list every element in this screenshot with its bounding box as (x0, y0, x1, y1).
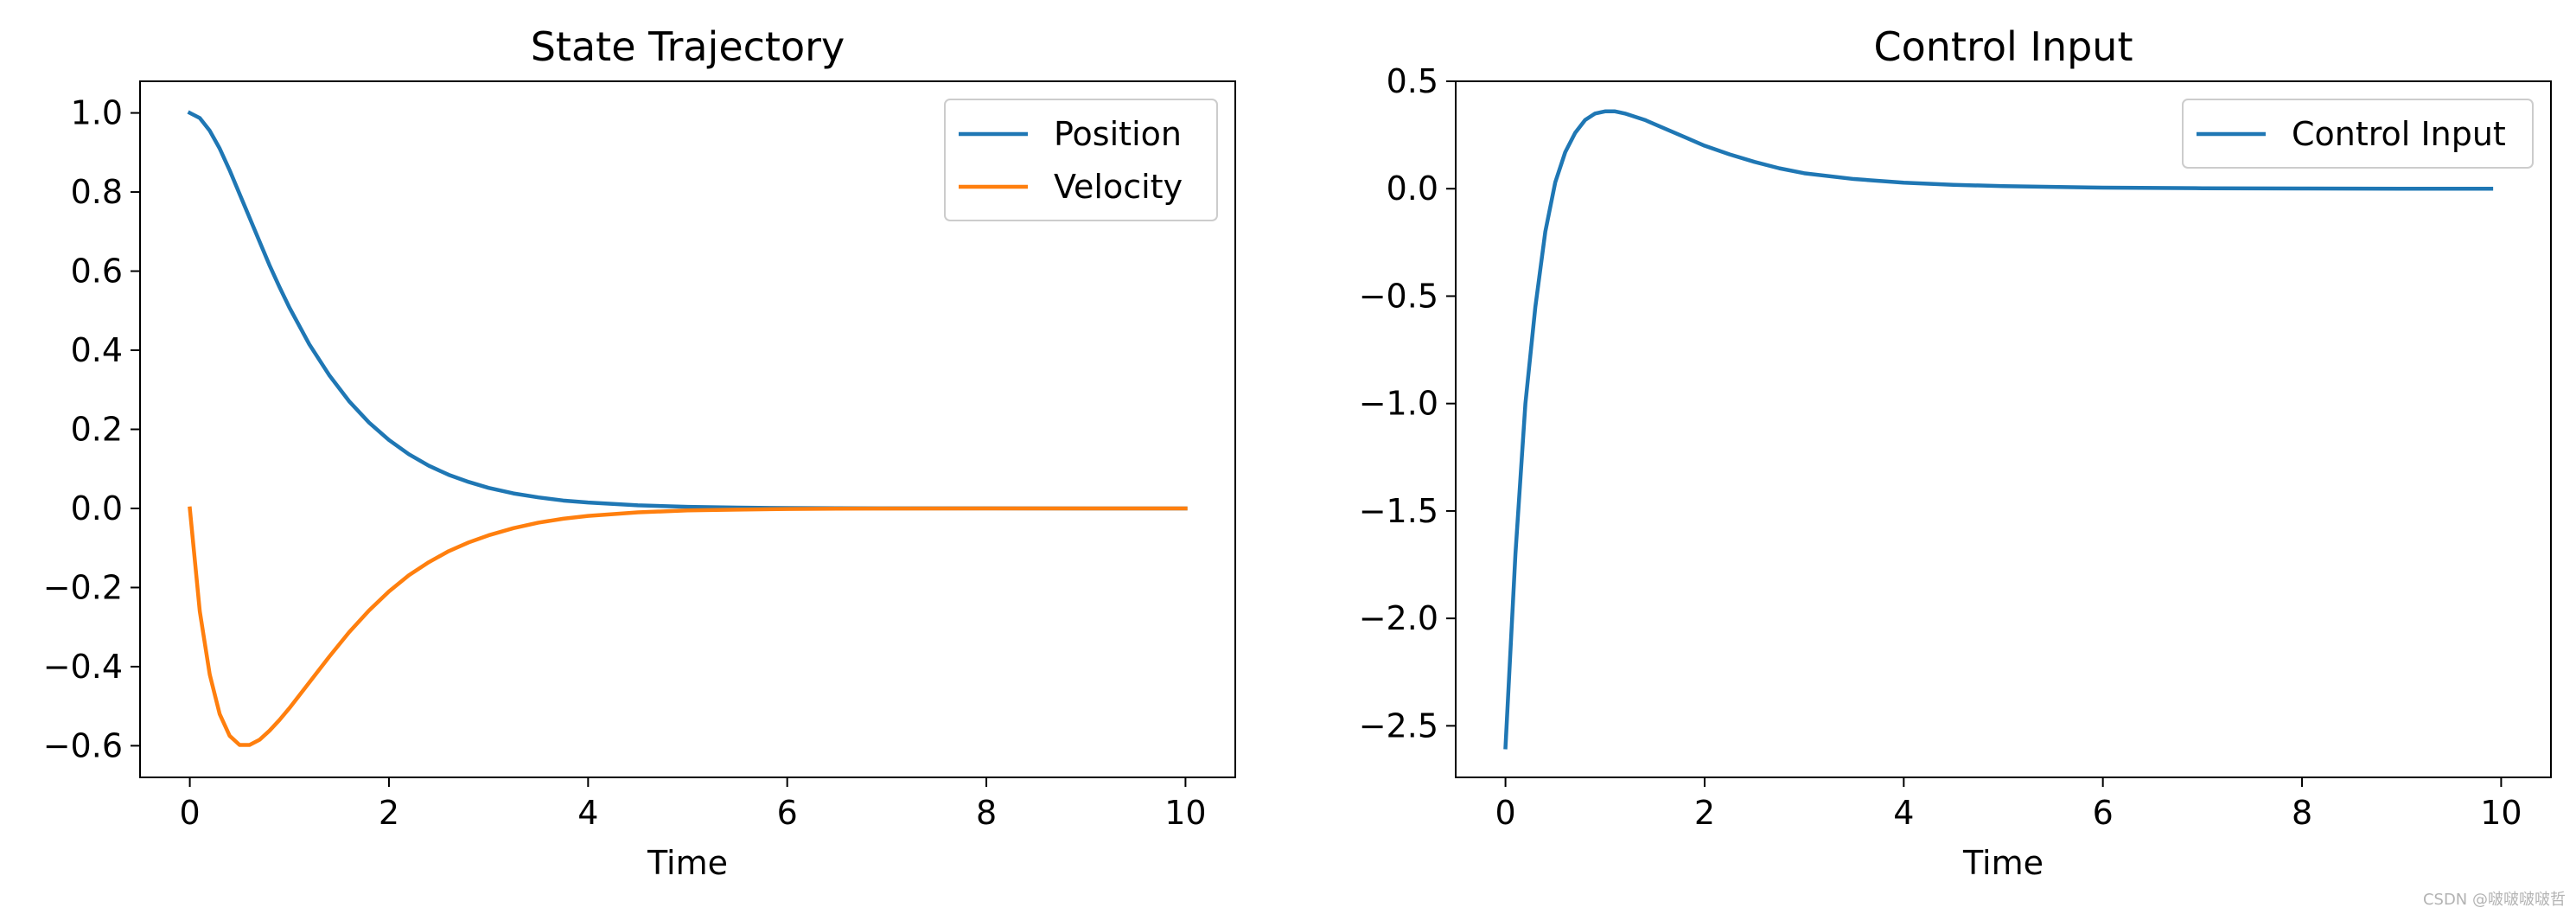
y-tick-label: 0.0 (1387, 169, 1438, 208)
y-tick-label: −0.6 (43, 726, 123, 764)
x-tick-label: 4 (577, 794, 598, 832)
chart-title: Control Input (1873, 23, 2133, 70)
y-tick-label: 0.8 (71, 173, 123, 211)
x-tick-label: 8 (976, 794, 997, 832)
series-line-velocity (188, 506, 1188, 747)
x-tick-label: 10 (2480, 794, 2522, 832)
legend-box (944, 99, 1218, 221)
x-axis-label: Time (647, 844, 728, 882)
y-tick-label: 0.4 (71, 331, 123, 369)
y-tick-label: −1.0 (1359, 385, 1438, 423)
legend-label: Velocity (1054, 168, 1183, 206)
y-tick-label: −2.5 (1359, 706, 1438, 745)
y-tick-label: 0.0 (71, 489, 123, 527)
x-tick-label: 2 (379, 794, 399, 832)
x-axis-label: Time (1962, 844, 2044, 882)
plot-frame (1455, 80, 2552, 778)
x-tick-label: 6 (777, 794, 798, 832)
y-tick-label: 0.2 (71, 411, 123, 449)
legend-label: Control Input (2292, 115, 2506, 153)
y-tick-label: −2.0 (1359, 599, 1438, 637)
x-tick-label: 0 (179, 794, 200, 832)
y-tick-label: 0.6 (71, 252, 123, 291)
chart-2: Control Input 0 2 4 6 8 10 −2.5 −2.0 −1.5 −1.0 −0.5… (1359, 23, 2552, 882)
watermark-text: CSDN @啵啵啵啵哲 (2423, 891, 2566, 909)
legend: Control Input (2182, 99, 2534, 169)
x-tick-label: 6 (2093, 794, 2114, 832)
y-tick-label: −0.4 (43, 648, 123, 686)
chart-title: State Trajectory (531, 23, 845, 70)
legend-box (2182, 99, 2534, 169)
y-tick-label: −0.5 (1359, 277, 1438, 315)
y-tick-label: 0.5 (1387, 62, 1438, 100)
chart-1: State Trajectory 0 2 4 6 8 10 −0.6 −0.4 −0.2 0.0 0.… (43, 23, 1236, 882)
y-tick-label: 1.0 (71, 94, 123, 132)
y-tick-label: −1.5 (1359, 492, 1438, 530)
y-tick-label: −0.2 (43, 568, 123, 606)
x-tick-label: 4 (1893, 794, 1914, 832)
x-tick-label: 8 (2292, 794, 2312, 832)
legend: Position Velocity (944, 99, 1218, 221)
legend-label: Position (1054, 115, 1182, 153)
x-tick-label: 2 (1694, 794, 1715, 832)
x-tick-label: 10 (1164, 794, 1206, 832)
series-line-control-input (1503, 109, 2494, 750)
x-tick-label: 0 (1495, 794, 1515, 832)
